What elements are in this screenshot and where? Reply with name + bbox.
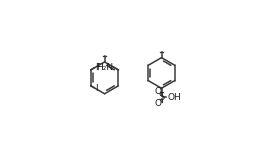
Text: OH: OH — [167, 93, 181, 102]
Text: H₂N: H₂N — [96, 63, 113, 72]
Text: I: I — [95, 83, 98, 93]
Text: O: O — [155, 87, 162, 96]
Text: S: S — [159, 92, 164, 102]
Text: O: O — [155, 99, 162, 108]
Text: F: F — [95, 63, 100, 72]
